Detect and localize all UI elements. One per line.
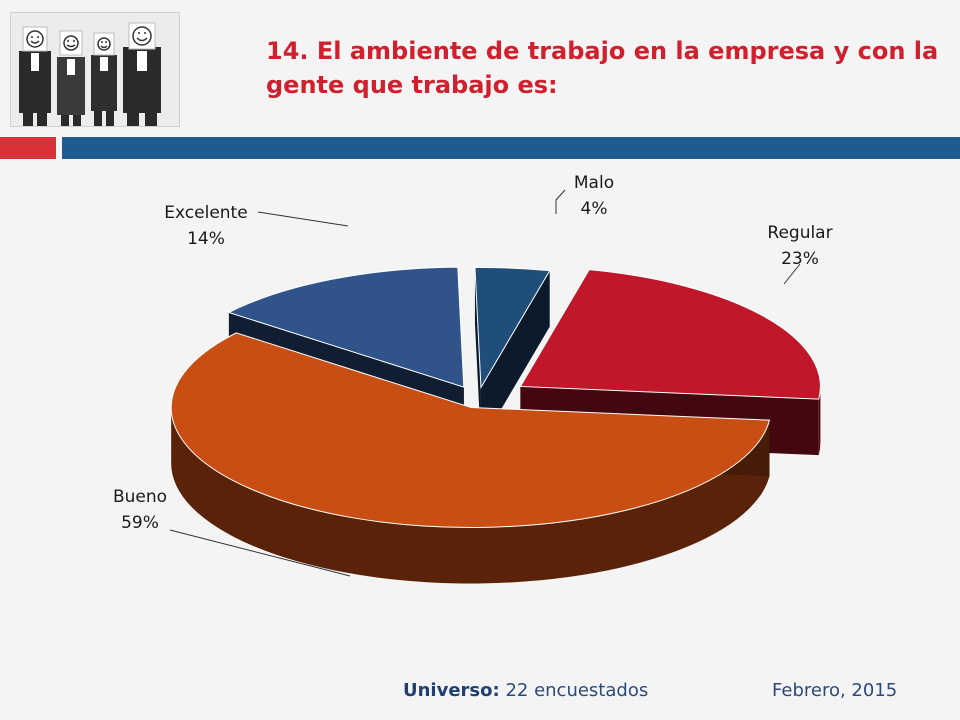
pie-cut-malo	[474, 267, 481, 444]
slice-label-bueno: Bueno	[113, 487, 167, 507]
universe-label: Universo:	[403, 680, 500, 701]
slice-label-excelente: Excelente	[164, 203, 247, 223]
slice-label-regular: Regular	[767, 223, 832, 243]
leader-line-excelente	[257, 211, 349, 227]
pie-slice-tops	[170, 266, 821, 528]
accent-bar-blue	[62, 137, 960, 159]
pie-side-bueno	[171, 407, 770, 584]
leader-line-regular	[783, 263, 801, 285]
slice-value-bueno: 59%	[121, 513, 159, 533]
pie-slice-malo	[474, 266, 551, 390]
people-with-smiley-signs-image	[11, 13, 179, 126]
pie-chart: Malo 4% Regular 23% Bueno 59% Excelente 14%	[113, 173, 833, 584]
header-photo-people	[10, 12, 180, 127]
slice-label-malo: Malo	[574, 173, 614, 193]
slice-value-excelente: 14%	[187, 229, 225, 249]
slice-value-malo: 4%	[581, 199, 608, 219]
survey-date: Febrero, 2015	[772, 680, 898, 701]
pie-slice-bueno	[170, 332, 771, 528]
slice-value-regular: 23%	[781, 249, 819, 269]
universe-value: 22 encuestados	[505, 680, 649, 701]
universe-note: Universo: 22 encuestados	[403, 680, 648, 701]
leader-line-malo	[555, 189, 566, 214]
pie-cut-malo	[480, 270, 550, 444]
page-title: 14. El ambiente de trabajo en la empresa…	[266, 37, 939, 99]
pie-slice-excelente	[227, 266, 465, 388]
accent-bar-red	[0, 137, 56, 159]
pie-slice-regular	[519, 269, 821, 400]
pie-side-regular	[818, 386, 821, 456]
leader-line-bueno	[169, 529, 351, 577]
